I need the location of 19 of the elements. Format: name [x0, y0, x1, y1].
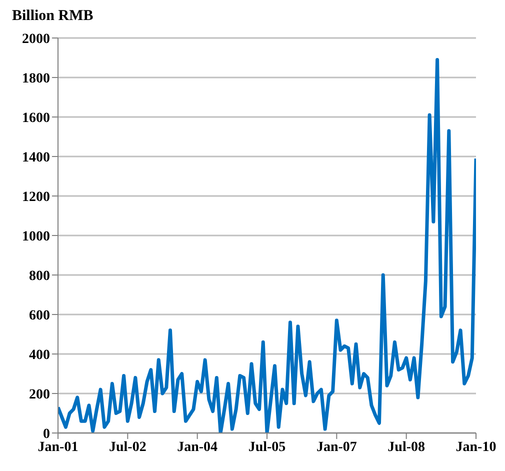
y-tick-label: 800 [29, 268, 50, 284]
x-tick-label: Jul-02 [108, 440, 146, 455]
y-tick-label: 600 [29, 308, 50, 324]
y-axis-title: Billion RMB [12, 8, 94, 25]
x-tick-label: Jan-04 [177, 440, 218, 455]
y-tick-label: 200 [29, 387, 50, 402]
x-tick-label: Jan-10 [456, 440, 496, 455]
x-tick-label: Jul-05 [248, 440, 286, 455]
y-tick-label: 0 [43, 426, 50, 442]
y-tick-label: 2000 [22, 32, 50, 47]
y-tick-label: 1600 [22, 110, 50, 126]
x-tick-label: Jan-01 [38, 440, 78, 455]
y-tick-label: 1200 [22, 190, 50, 205]
y-tick-label: 1400 [22, 150, 50, 166]
y-tick-label: 400 [29, 348, 50, 363]
y-tick-label: 1000 [22, 229, 50, 244]
y-tick-label: 1800 [22, 71, 50, 86]
x-tick-label: Jul-08 [388, 440, 426, 455]
x-tick-label: Jan-07 [316, 440, 357, 455]
